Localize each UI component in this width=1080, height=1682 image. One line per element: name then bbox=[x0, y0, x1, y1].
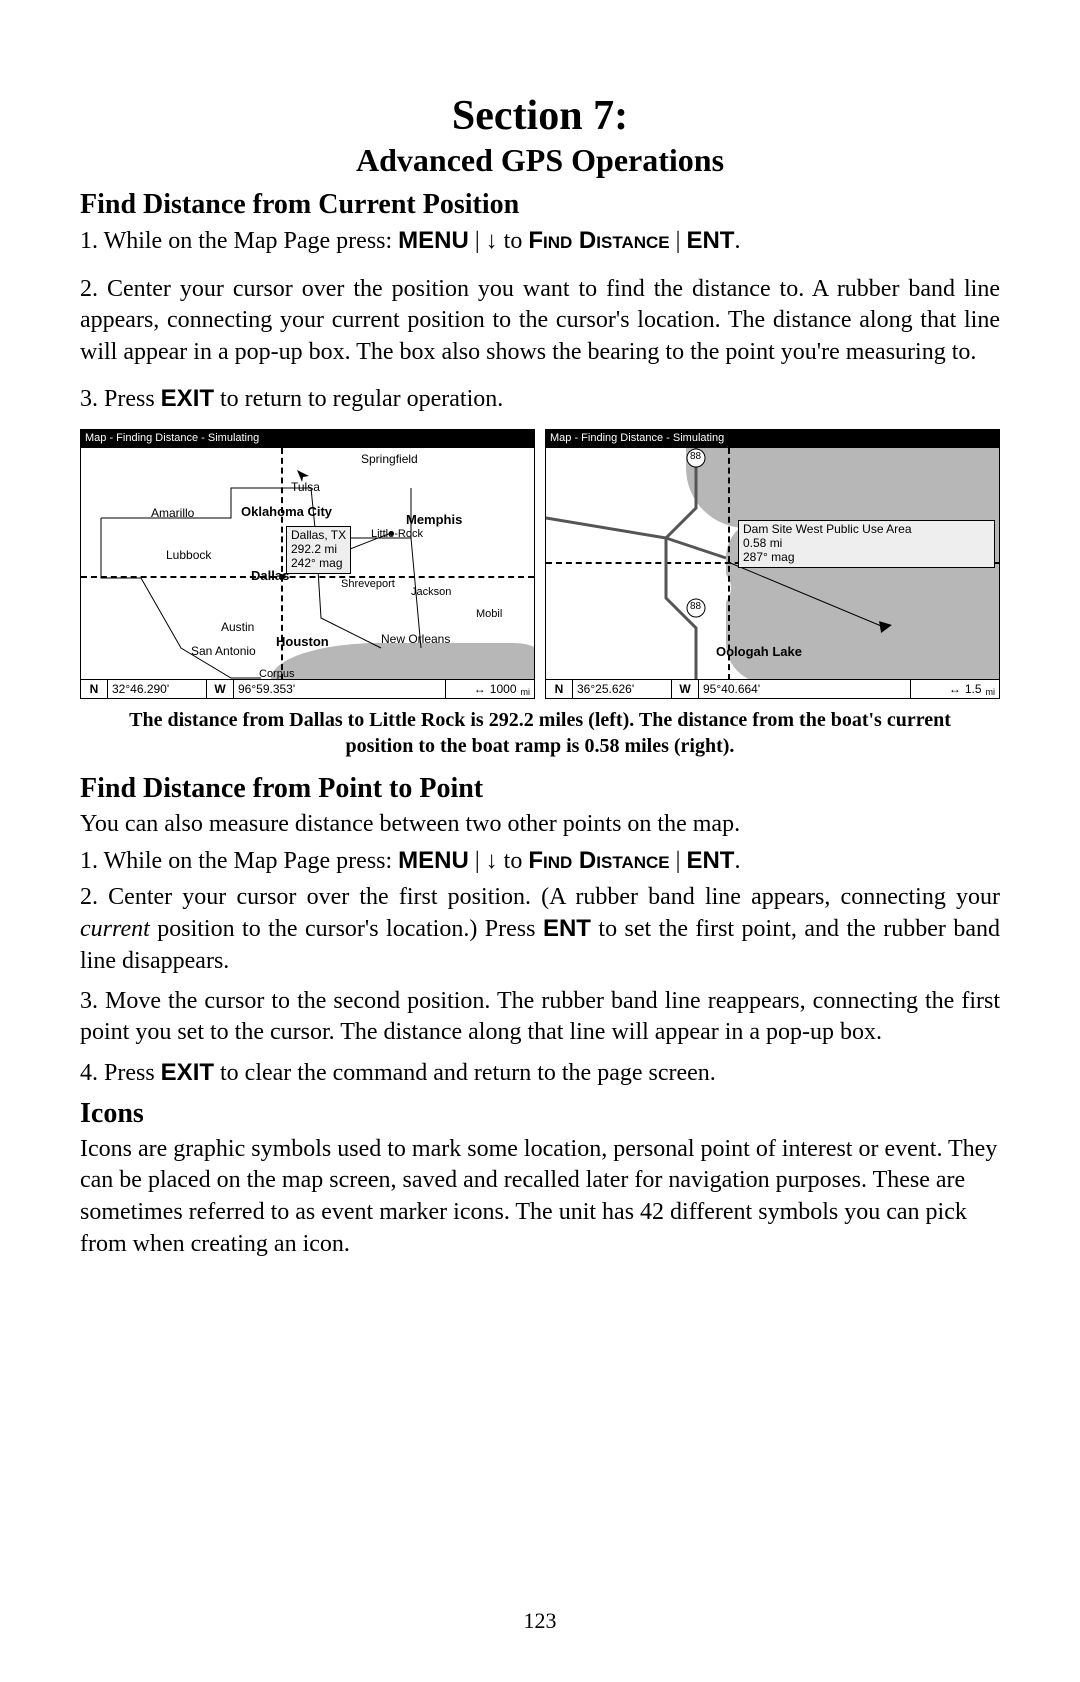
heading-find-distance-p2p: Find Distance from Point to Point bbox=[80, 773, 1000, 805]
city-austin: Austin bbox=[221, 620, 254, 634]
status-bar: N 32°46.290' W 96°59.353' ↔ 1000 mi bbox=[81, 679, 534, 698]
hwy-shield-label: 88 bbox=[690, 601, 701, 612]
distance-popup: Dam Site West Public Use Area 0.58 mi 28… bbox=[738, 520, 995, 567]
section-number-title: Section 7: bbox=[80, 92, 1000, 140]
popup-distance: 0.58 mi bbox=[743, 537, 990, 551]
city-mobile: Mobil bbox=[476, 608, 502, 620]
figure-row: Map - Finding Distance - Simulating bbox=[80, 429, 1000, 699]
city-little-rock: Little-Rock bbox=[371, 528, 423, 540]
p2p-intro: You can also measure distance between tw… bbox=[80, 809, 1000, 841]
key-menu: MENU bbox=[398, 227, 469, 254]
lat-hemisphere: N bbox=[546, 680, 573, 698]
key-ent: ENT bbox=[543, 915, 591, 942]
down-arrow-text: ↓ to bbox=[486, 228, 529, 254]
scale-unit: mi bbox=[986, 687, 996, 698]
heading-icons: Icons bbox=[80, 1098, 1000, 1130]
popup-bearing: 287° mag bbox=[743, 551, 990, 565]
heading-find-distance-current: Find Distance from Current Position bbox=[80, 189, 1000, 221]
popup-bearing: 242° mag bbox=[291, 557, 346, 571]
manual-page: Section 7: Advanced GPS Operations Find … bbox=[0, 0, 1080, 1682]
map-area: Springfield Tulsa Amarillo Oklahoma City… bbox=[81, 448, 534, 680]
period: . bbox=[734, 228, 740, 254]
sep: | bbox=[670, 848, 687, 874]
sep: | bbox=[469, 848, 486, 874]
popup-location: Dam Site West Public Use Area bbox=[743, 523, 990, 537]
city-amarillo: Amarillo bbox=[151, 506, 194, 520]
city-memphis: Memphis bbox=[406, 512, 462, 527]
scale-value: 1000 bbox=[490, 682, 517, 696]
text: 3. Press bbox=[80, 386, 161, 412]
text: 1. While on the Map Page press: bbox=[80, 228, 398, 254]
icons-paragraph: Icons are graphic symbols used to mark s… bbox=[80, 1134, 1000, 1261]
scale-value: 1.5 bbox=[965, 682, 982, 696]
window-titlebar: Map - Finding Distance - Simulating bbox=[546, 430, 999, 448]
popup-location: Dallas, TX bbox=[291, 529, 346, 543]
hwy-shield-label: 88 bbox=[690, 451, 701, 462]
step-p2p-2: 2. Center your cursor over the first pos… bbox=[80, 882, 1000, 978]
lon-hemisphere: W bbox=[207, 680, 234, 698]
page-number: 123 bbox=[0, 1608, 1080, 1634]
key-exit: EXIT bbox=[161, 1059, 214, 1086]
city-san-antonio: San Antonio bbox=[191, 644, 256, 658]
step-p2p-4: 4. Press EXIT to clear the command and r… bbox=[80, 1057, 1000, 1090]
text: 4. Press bbox=[80, 1060, 161, 1086]
text: to return to regular operation. bbox=[214, 386, 503, 412]
lat-hemisphere: N bbox=[81, 680, 108, 698]
period: . bbox=[734, 848, 740, 874]
city-jackson: Jackson bbox=[411, 586, 451, 598]
figure-caption: The distance from Dallas to Little Rock … bbox=[110, 707, 970, 759]
map-scale: ↔ 1.5 mi bbox=[911, 680, 999, 698]
step-p2p-1: 1. While on the Map Page press: MENU | ↓… bbox=[80, 845, 1000, 878]
step-current-3: 3. Press EXIT to return to regular opera… bbox=[80, 383, 1000, 416]
latitude-value: 36°25.626' bbox=[573, 680, 672, 698]
city-shreveport: Shreveport bbox=[341, 578, 395, 590]
key-ent: ENT bbox=[686, 847, 734, 874]
key-ent: ENT bbox=[686, 227, 734, 254]
screenshot-lake-map: Map - Finding Distance - Simulating bbox=[545, 429, 1000, 699]
cursor-icon bbox=[295, 468, 311, 484]
scale-unit: mi bbox=[521, 687, 531, 698]
city-oklahoma-city: Oklahoma City bbox=[241, 504, 332, 519]
section-subtitle: Advanced GPS Operations bbox=[80, 142, 1000, 179]
window-titlebar: Map - Finding Distance - Simulating bbox=[81, 430, 534, 448]
screenshot-texas-map: Map - Finding Distance - Simulating bbox=[80, 429, 535, 699]
map-area: 88 88 Oologah Lake Dam Site West Public … bbox=[546, 448, 999, 680]
key-exit: EXIT bbox=[161, 385, 214, 412]
down-arrow-text: ↓ to bbox=[486, 848, 529, 874]
city-new-orleans: New Orleans bbox=[381, 632, 450, 646]
longitude-value: 96°59.353' bbox=[234, 680, 446, 698]
distance-popup: Dallas, TX 292.2 mi 242° mag bbox=[286, 526, 351, 573]
lon-hemisphere: W bbox=[672, 680, 699, 698]
text: 2. Center your cursor over the first pos… bbox=[80, 884, 1000, 910]
scale-arrow-icon: ↔ bbox=[474, 682, 486, 696]
latitude-value: 32°46.290' bbox=[108, 680, 207, 698]
city-lubbock: Lubbock bbox=[166, 548, 211, 562]
menu-item-find-distance: Find Distance bbox=[528, 227, 669, 254]
step-current-2: 2. Center your cursor over the position … bbox=[80, 274, 1000, 369]
scale-arrow-icon: ↔ bbox=[949, 682, 961, 696]
map-scale: ↔ 1000 mi bbox=[446, 680, 534, 698]
lake-label: Oologah Lake bbox=[716, 644, 802, 659]
step-current-1: 1. While on the Map Page press: MENU | ↓… bbox=[80, 225, 1000, 258]
sep: | bbox=[469, 228, 486, 254]
menu-item-find-distance: Find Distance bbox=[528, 847, 669, 874]
longitude-value: 95°40.664' bbox=[699, 680, 911, 698]
step-p2p-3: 3. Move the cursor to the second positio… bbox=[80, 986, 1000, 1049]
text: 1. While on the Map Page press: bbox=[80, 848, 398, 874]
popup-distance: 292.2 mi bbox=[291, 543, 346, 557]
text: to clear the command and return to the p… bbox=[214, 1060, 716, 1086]
boat-icon bbox=[879, 619, 893, 633]
key-menu: MENU bbox=[398, 847, 469, 874]
city-springfield: Springfield bbox=[361, 452, 418, 466]
city-houston: Houston bbox=[276, 634, 329, 649]
sep: | bbox=[670, 228, 687, 254]
text: position to the cursor's location.) Pres… bbox=[150, 916, 543, 942]
emphasis-current: current bbox=[80, 916, 150, 942]
status-bar: N 36°25.626' W 95°40.664' ↔ 1.5 mi bbox=[546, 679, 999, 698]
